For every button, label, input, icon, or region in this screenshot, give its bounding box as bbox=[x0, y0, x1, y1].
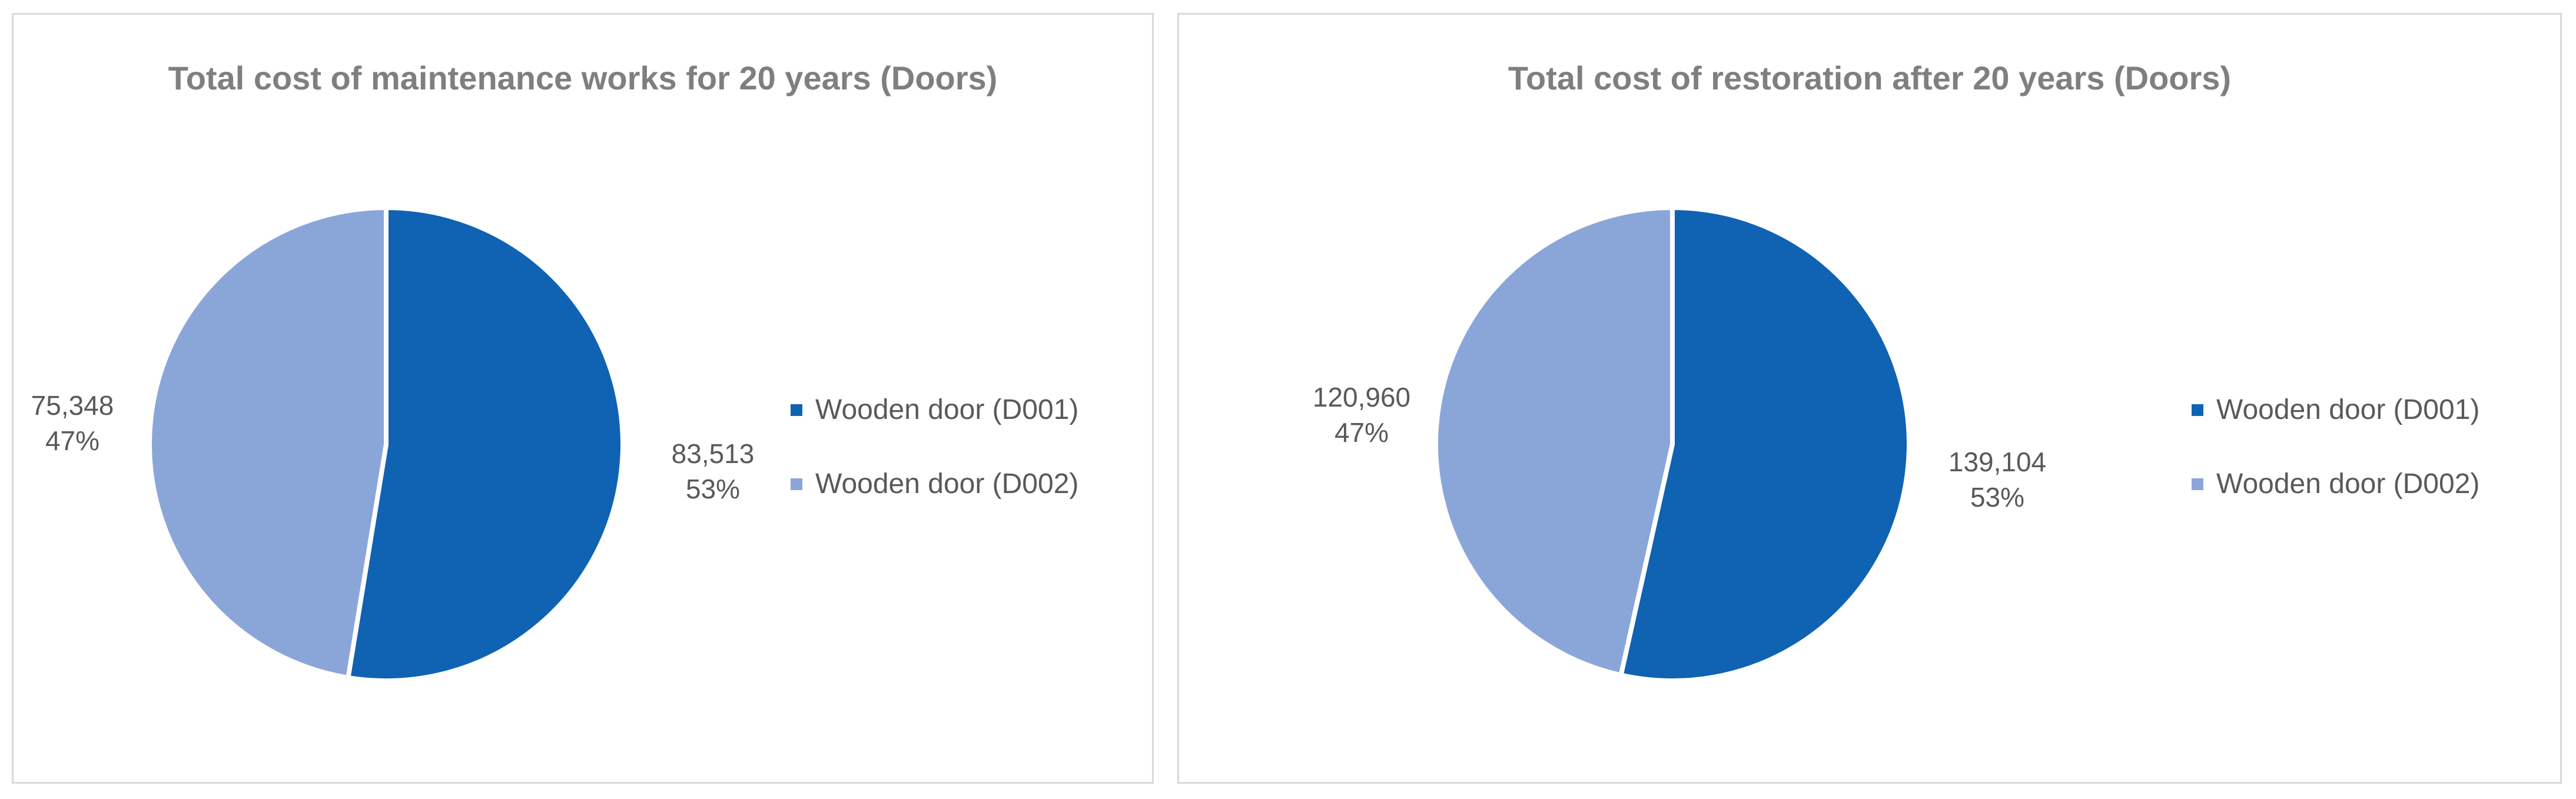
data-label-d002: 120,960 47% bbox=[1313, 379, 1410, 450]
data-label-value: 120,960 bbox=[1312, 382, 1411, 412]
data-label-value: 75,348 bbox=[31, 390, 114, 421]
legend-swatch bbox=[2192, 404, 2203, 416]
pie-chart bbox=[147, 205, 626, 683]
data-label-percent: 47% bbox=[1334, 417, 1389, 448]
data-label-d001: 83,513 53% bbox=[672, 436, 755, 507]
data-label-d001: 139,104 53% bbox=[1948, 444, 2046, 515]
pie-chart bbox=[1433, 205, 1912, 683]
legend-swatch bbox=[2192, 478, 2203, 490]
chart-panel-restoration: Total cost of restoration after 20 years… bbox=[1177, 13, 2562, 784]
pie-slice-d001 bbox=[1618, 205, 1912, 683]
pie-slice-d001 bbox=[346, 205, 626, 683]
legend-label: Wooden door (D002) bbox=[2216, 468, 2480, 500]
chart-title: Total cost of restoration after 20 years… bbox=[1508, 59, 2232, 96]
data-label-percent: 47% bbox=[45, 425, 100, 456]
legend-swatch bbox=[791, 404, 802, 416]
legend-label: Wooden door (D001) bbox=[815, 394, 1079, 425]
pie-slice-d002 bbox=[147, 205, 389, 680]
data-label-value: 139,104 bbox=[1948, 447, 2047, 477]
legend-label: Wooden door (D002) bbox=[815, 468, 1079, 500]
data-label-d002: 75,348 47% bbox=[31, 388, 114, 458]
legend-label: Wooden door (D001) bbox=[2216, 394, 2480, 425]
data-label-value: 83,513 bbox=[671, 438, 755, 469]
chart-title: Total cost of maintenance works for 20 y… bbox=[168, 59, 998, 96]
chart-panel-maintenance: Total cost of maintenance works for 20 y… bbox=[12, 13, 1154, 784]
legend-swatch bbox=[791, 478, 802, 490]
data-label-percent: 53% bbox=[685, 474, 741, 504]
pie-slice-d002 bbox=[1433, 205, 1675, 678]
data-label-percent: 53% bbox=[1970, 482, 2025, 512]
